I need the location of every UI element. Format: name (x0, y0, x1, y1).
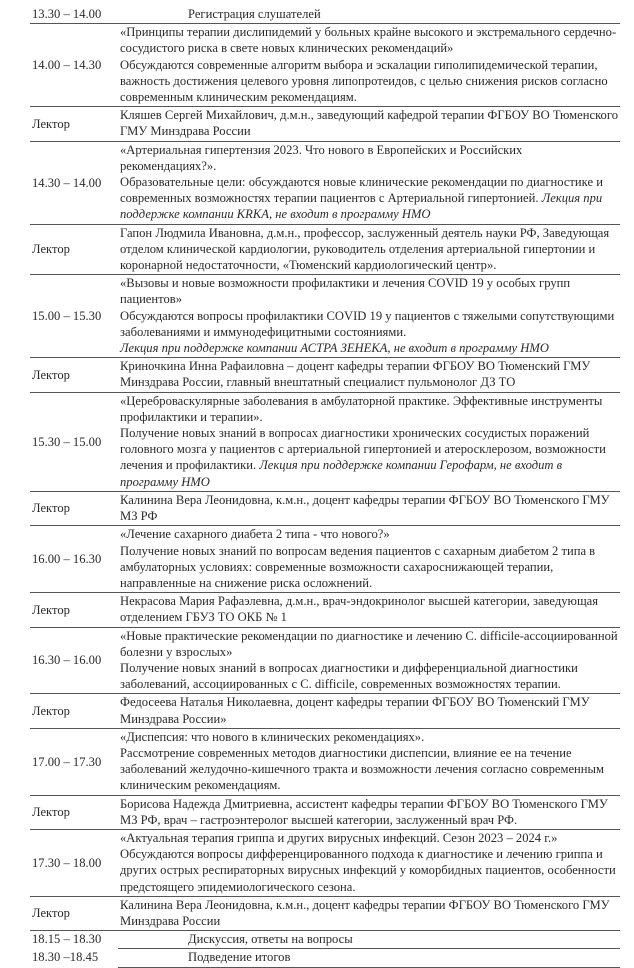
program-schedule: 13.30 – 14.00 Регистрация слушателей 14.… (30, 6, 620, 968)
session-row: 17.00 – 17.30 «Диспепсия: что нового в к… (30, 729, 620, 796)
time-slot: 13.30 – 14.00 (32, 7, 102, 21)
lecture-description: Образовательные цели: обсуждаются новые … (120, 174, 620, 223)
lecture-title: «Артериальная гипертензия 2023. Что ново… (120, 142, 523, 173)
lector-label: Лектор (32, 703, 70, 718)
lecture-title: «Цереброваскулярные заболевания в амбула… (120, 393, 603, 424)
lecture-description: Рассмотрение современных методов диагнос… (120, 745, 620, 794)
registration-label: Регистрация слушателей (188, 7, 321, 21)
time-slot: 17.00 – 17.30 (32, 754, 102, 769)
lecture-description: Получение новых знаний по вопросам веден… (120, 543, 620, 592)
lector-row: Лектор Кляшев Сергей Михайлович, д.м.н.,… (30, 107, 620, 142)
lecture-description: Получение новых знаний в вопросах диагно… (120, 425, 620, 490)
lector-row: Лектор Калинина Вера Леонидовна, к.м.н.,… (30, 492, 620, 527)
lector-info: Борисова Надежда Дмитриевна, ассистент к… (120, 796, 608, 827)
description-text: Получение новых знаний в вопросах диагно… (120, 660, 578, 692)
description-text: Получение новых знаний в вопросах диагно… (120, 426, 606, 473)
lecture-title: «Диспепсия: что нового в клинических рек… (120, 729, 425, 744)
session-row: 16.30 – 16.00 «Новые практические рекоме… (30, 628, 620, 695)
session-content: «Артериальная гипертензия 2023. Что ново… (118, 142, 620, 224)
lector-info: Калинина Вера Леонидовна, к.м.н., доцент… (120, 897, 610, 928)
description-text: Рассмотрение современных методов диагнос… (120, 745, 604, 793)
session-content: «Диспепсия: что нового в клинических рек… (118, 729, 620, 795)
lecture-description: Получение новых знаний в вопросах диагно… (120, 660, 620, 692)
closing-row: 18.30 –18.45 Подведение итогов (30, 949, 620, 968)
description-text: Обсуждаются вопросы профилактики COVID 1… (120, 308, 615, 339)
sponsor-note: Лекция при поддержке компании Герофарм, … (120, 458, 563, 489)
lecture-title: «Актуальная терапия гриппа и других виру… (120, 830, 558, 845)
session-row: 14.00 – 14.30 «Принципы терапии дислипид… (30, 24, 620, 108)
lector-info: Кляшев Сергей Михайлович, д.м.н., заведу… (120, 108, 618, 139)
lecture-title: «Новые практические рекомендации по диаг… (120, 628, 618, 659)
description-text: Обсуждаются современные алгоритм выбора … (120, 57, 608, 105)
description-text: Обсуждаются вопросы дифференцированного … (120, 847, 616, 894)
lector-info: Калинина Вера Леонидовна, к.м.н., доцент… (120, 492, 610, 524)
lecture-description: Обсуждаются вопросы дифференцированного … (120, 846, 620, 895)
lector-row: Лектор Криночкина Инна Рафаиловна – доце… (30, 358, 620, 393)
sponsor-note: Лекция при поддержке компании KRKA, не в… (120, 191, 603, 222)
lecture-title: «Принципы терапии дислипидемий у больных… (120, 25, 617, 56)
session-content: «Лечение сахарного диабета 2 типа - что … (118, 526, 620, 592)
session-content: «Актуальная терапия гриппа и других виру… (118, 830, 620, 896)
session-row: 14.30 – 14.00 «Артериальная гипертензия … (30, 142, 620, 225)
lector-row: Лектор Некрасова Мария Рафаэлевна, д.м.н… (30, 593, 620, 628)
lector-label: Лектор (32, 602, 70, 617)
lector-label: Лектор (32, 367, 70, 382)
lecture-title: «Лечение сахарного диабета 2 типа - что … (120, 527, 390, 542)
lector-row: Лектор Федосеева Наталья Николаевна, доц… (30, 694, 620, 729)
time-slot: 17.30 – 18.00 (32, 855, 102, 870)
time-slot: 16.30 – 16.00 (32, 653, 102, 668)
time-slot: 18.30 –18.45 (32, 950, 99, 965)
lecture-description: Обсуждаются вопросы профилактики COVID 1… (120, 308, 620, 340)
session-content: «Вызовы и новые возможности профилактики… (118, 275, 620, 357)
time-slot: 14.30 – 14.00 (32, 175, 102, 190)
session-row: 15.30 – 15.00 «Цереброваскулярные заболе… (30, 393, 620, 492)
session-content: «Цереброваскулярные заболевания в амбула… (118, 393, 620, 491)
description-text: Образовательные цели: обсуждаются новые … (120, 175, 603, 206)
lector-label: Лектор (32, 242, 70, 257)
session-row: 17.30 – 18.00 «Актуальная терапия гриппа… (30, 830, 620, 897)
sponsor-note: Лекция при поддержке компании АСТРА ЗЕНЕ… (120, 341, 549, 356)
session-content: «Принципы терапии дислипидемий у больных… (118, 24, 620, 106)
closing-row: 18.15 – 18.30 Дискуссия, ответы на вопро… (30, 931, 620, 950)
lector-label: Лектор (32, 501, 70, 516)
session-row: 15.00 – 15.30 «Вызовы и новые возможност… (30, 275, 620, 359)
session-content: «Новые практические рекомендации по диаг… (118, 628, 620, 694)
lector-label: Лектор (32, 805, 70, 820)
time-slot: 15.30 – 15.00 (32, 434, 102, 449)
description-text: Получение новых знаний по вопросам веден… (120, 543, 596, 590)
lector-info: Некрасова Мария Рафаэлевна, д.м.н., врач… (120, 594, 599, 625)
registration-row: 13.30 – 14.00 Регистрация слушателей (30, 6, 620, 25)
lector-info: Криночкина Инна Рафаиловна – доцент кафе… (120, 359, 591, 390)
time-slot: 15.00 – 15.30 (32, 309, 102, 324)
lecture-title: «Вызовы и новые возможности профилактики… (120, 276, 571, 307)
time-slot: 16.00 – 16.30 (32, 552, 102, 567)
lector-row: Лектор Гапон Людмила Ивановна, д.м.н., п… (30, 225, 620, 276)
time-slot: 18.15 – 18.30 (32, 932, 102, 947)
lector-row: Лектор Борисова Надежда Дмитриевна, асси… (30, 796, 620, 830)
session-row: 16.00 – 16.30 «Лечение сахарного диабета… (30, 526, 620, 594)
lector-info: Гапон Людмила Ивановна, д.м.н., профессо… (120, 225, 610, 273)
lector-info: Федосеева Наталья Николаевна, доцент каф… (120, 695, 590, 726)
lector-label: Лектор (32, 116, 70, 131)
lecture-description: Обсуждаются современные алгоритм выбора … (120, 57, 620, 106)
lector-row: Лектор Калинина Вера Леонидовна, к.м.н.,… (30, 897, 620, 932)
closing-label: Подведение итогов (118, 949, 620, 968)
time-slot: 14.00 – 14.30 (32, 58, 102, 73)
closing-label: Дискуссия, ответы на вопросы (118, 931, 620, 950)
lector-label: Лектор (32, 906, 70, 921)
